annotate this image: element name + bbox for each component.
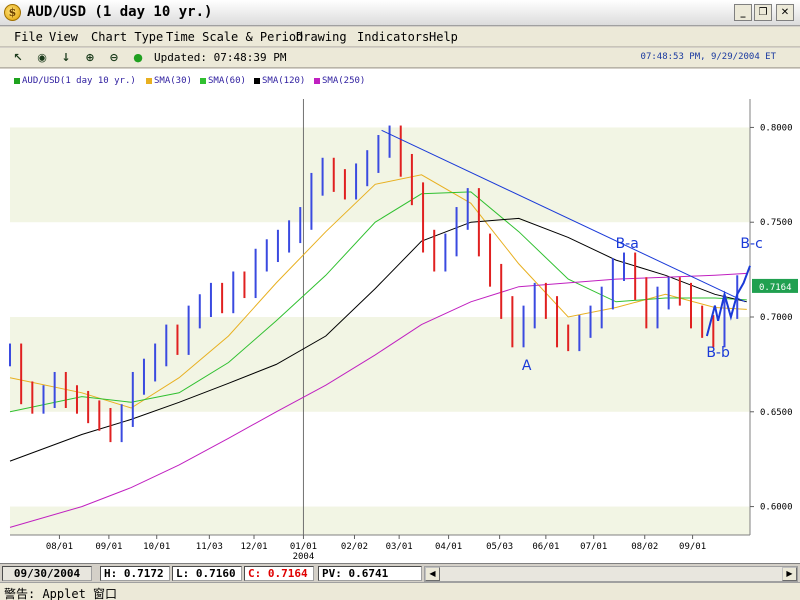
legend-swatch (200, 77, 206, 84)
trendline-drawing (381, 129, 746, 303)
x-tick-label: 02/02 (341, 542, 368, 552)
legend-label: SMA(120) (262, 76, 306, 86)
wave-label: B-b (706, 345, 730, 361)
x-tick-label: 09/01 (95, 542, 122, 552)
menu-view[interactable]: View (49, 30, 78, 44)
status-bar: 09/30/2004 H: 0.7172 L: 0.7160 C: 0.7164… (0, 563, 800, 582)
title-bar: $ AUD/USD (1 day 10 yr.) _ ❐ ✕ (0, 0, 800, 26)
horizontal-scrollbar[interactable]: ◀ ▶ (424, 566, 798, 582)
wave-label: B-a (616, 236, 639, 252)
legend-item-sma120: SMA(120) (254, 76, 305, 86)
chart-band (10, 506, 750, 535)
x-tick-label: 06/01 (532, 542, 559, 552)
legend-swatch (14, 77, 20, 84)
chart-band (10, 127, 750, 223)
arrow-down-icon[interactable]: ↓ (61, 51, 71, 64)
sma-line (9, 191, 747, 413)
sma-line (9, 217, 747, 462)
menu-drawing[interactable]: Drawing (296, 30, 347, 44)
x-tick-label: 01/01 (290, 542, 317, 552)
legend-label: SMA(30) (154, 76, 192, 86)
wave-label: B-c (740, 236, 762, 252)
wave-drawing (705, 265, 751, 337)
x-tick-label: 08/02 (631, 542, 658, 552)
menu-indicators[interactable]: Indicators (357, 30, 430, 44)
x-tick-label: 08/01 (46, 542, 73, 552)
applet-warning: 警告: Applet 窗口 (4, 587, 118, 600)
status-date: 09/30/2004 (2, 566, 92, 581)
x-tick-label: 12/01 (240, 542, 267, 552)
menu-bar: File View Chart Type Time Scale & Period… (0, 27, 800, 47)
legend-swatch (314, 77, 320, 84)
legend-swatch (254, 77, 260, 84)
scroll-left-icon[interactable]: ◀ (425, 567, 440, 581)
x-tick-label: 10/01 (143, 542, 170, 552)
y-tick-label: 0.6500 (760, 408, 793, 418)
menu-help[interactable]: Help (429, 30, 458, 44)
y-tick-label: 0.7000 (760, 313, 793, 323)
dollar-icon: $ (4, 4, 21, 21)
updated-time: Updated: 07:48:39 PM (154, 51, 287, 64)
year-label: 2004 (293, 552, 315, 562)
legend-item-sma60: SMA(60) (200, 76, 246, 86)
menu-chart-type[interactable]: Chart Type (91, 30, 164, 44)
legend-label: SMA(250) (322, 76, 366, 86)
market-clock: 07:48:53 PM, 9/29/2004 ET (640, 52, 776, 62)
status-high: H: 0.7172 (100, 566, 170, 581)
chart-band (10, 317, 750, 412)
legend-item-sma250: SMA(250) (314, 76, 365, 86)
sma-line (9, 272, 747, 528)
x-tick-label: 07/01 (580, 542, 607, 552)
applet-warning-bar: 警告: Applet 窗口 (0, 582, 800, 600)
x-tick-label: 09/01 (679, 542, 706, 552)
status-close: C: 0.7164 (244, 566, 314, 581)
menu-time-scale-period[interactable]: Time Scale & Period (166, 30, 304, 44)
legend-label: SMA(60) (208, 76, 246, 86)
status-dot-icon: ● (133, 51, 143, 64)
menu-file[interactable]: File (14, 30, 43, 44)
legend-item-sma30: SMA(30) (146, 76, 192, 86)
target-icon[interactable]: ◉ (37, 51, 47, 64)
y-tick-label: 0.7500 (760, 218, 793, 228)
zoom-in-icon[interactable]: ⊕ (85, 51, 95, 64)
zoom-out-icon[interactable]: ⊖ (109, 51, 119, 64)
y-tick-label: 0.6000 (760, 503, 793, 513)
x-tick-label: 05/03 (486, 542, 513, 552)
toolbar: ↖ ◉ ↓ ⊕ ⊖ ● Updated: 07:48:39 PM 07:48:5… (0, 48, 800, 68)
legend-item-price: AUD/USD(1 day 10 yr.) (14, 76, 136, 86)
y-tick-label: 0.8000 (760, 123, 793, 133)
sma-line (9, 174, 747, 409)
price-chart[interactable]: 0.8000 0.7500 0.7000 0.6500 0.6000 08/01 09/01… (0, 69, 800, 563)
close-button[interactable]: ✕ (776, 4, 794, 21)
status-pv: PV: 0.6741 (318, 566, 422, 581)
last-value-label: 0.7164 (759, 283, 792, 293)
chart-area[interactable]: AUD/USD(1 day 10 yr.) SMA(30) SMA(60) SM… (0, 69, 800, 563)
legend-label: AUD/USD(1 day 10 yr.) (22, 76, 136, 86)
minimize-button[interactable]: _ (734, 4, 752, 21)
x-tick-label: 11/03 (196, 542, 223, 552)
pointer-icon[interactable]: ↖ (13, 51, 23, 64)
maximize-button[interactable]: ❐ (754, 4, 772, 21)
last-value-badge (752, 278, 798, 293)
x-tick-label: 04/01 (435, 542, 462, 552)
status-low: L: 0.7160 (172, 566, 242, 581)
wave-label: A (522, 358, 532, 374)
legend-swatch (146, 77, 152, 84)
window-title: AUD/USD (1 day 10 yr.) (27, 4, 213, 20)
x-tick-label: 03/01 (386, 542, 413, 552)
scroll-right-icon[interactable]: ▶ (782, 567, 797, 581)
